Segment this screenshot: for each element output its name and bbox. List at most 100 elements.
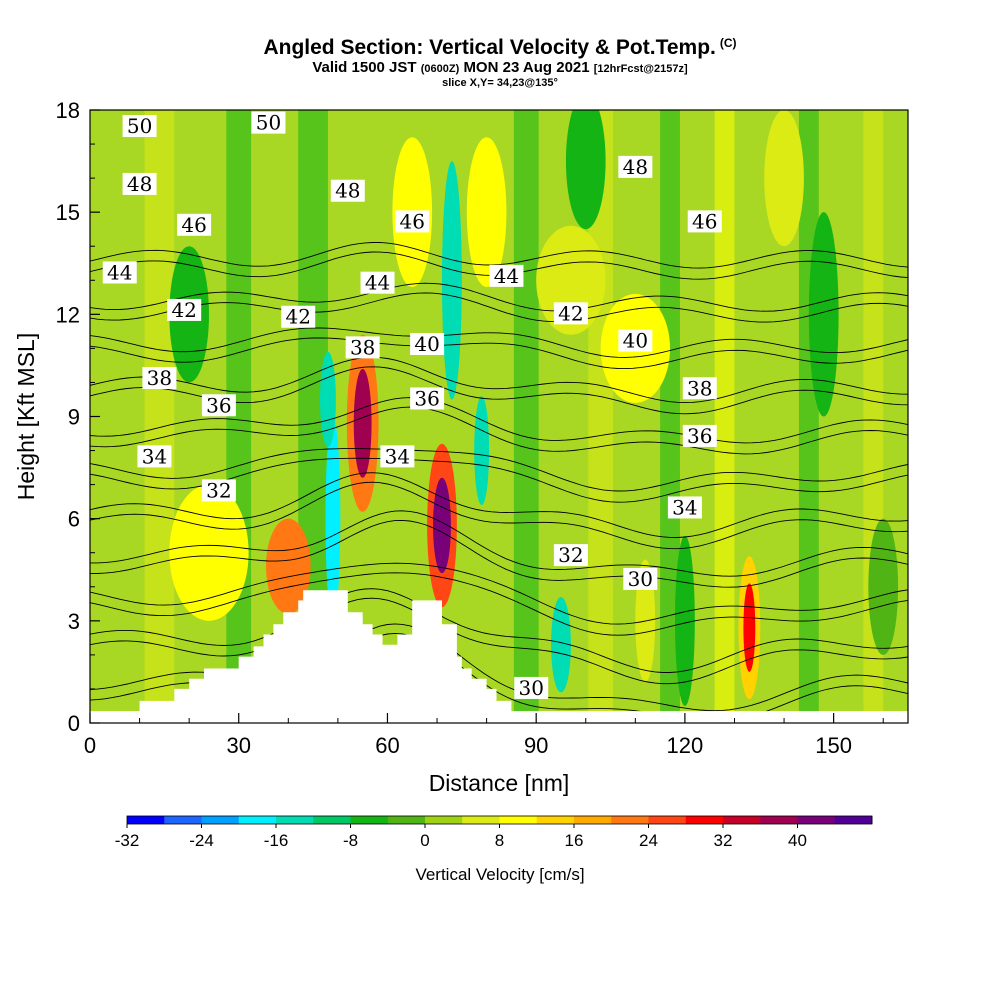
valid-prefix: Valid 1500 JST [312,59,417,76]
velocity-cell [565,110,606,230]
contour-label-text: 34 [385,444,410,468]
contour-label-text: 30 [518,676,543,700]
y-tick-label: 9 [68,405,80,430]
x-tick-label: 30 [226,733,250,758]
velocity-cell [764,110,804,247]
contour-label: 40 [618,329,653,353]
y-tick-label: 12 [56,302,80,327]
contour-label-text: 42 [285,305,310,329]
title-units-tag: (C) [719,36,737,50]
contour-label-text: 32 [558,543,583,567]
velocity-cell [441,161,462,400]
chart-subtitle: Valid 1500 JST (0600Z) MON 23 Aug 2021 [… [0,59,1000,76]
contour-label-text: 40 [623,329,648,353]
theta-contour-line [90,356,908,404]
colorbar-swatch [685,816,724,824]
contour-label: 44 [102,260,137,284]
contour-label: 40 [410,332,445,356]
theta-contour-line [90,519,908,588]
contour-label-box [618,329,653,352]
contour-label-text: 38 [350,335,375,359]
contour-label-box [687,210,722,233]
y-tick-label: 18 [56,98,80,123]
theta-contour-line [90,510,908,577]
colorbar-swatch [387,816,426,824]
contour-label-box [102,261,137,284]
theta-contour-line [90,572,908,636]
colorbar-swatch [313,816,351,824]
colorbar: -32 -24 -16 -8 0 8 16 24 32 40 Vertical Velocity [… [115,815,873,884]
contour-label-text: 30 [628,567,653,591]
colorbar-swatch [238,816,277,824]
contour-label-box [201,479,236,502]
contour-label-box [122,172,157,195]
contour-label: 32 [553,543,588,567]
x-tick-label: 0 [84,733,96,758]
contour-label: 50 [122,114,157,138]
colorbar-tick-label: 8 [495,831,504,850]
colorbar-label: Vertical Velocity [cm/s] [415,865,584,884]
colorbar-tick-label: 16 [565,831,584,850]
contour-label: 34 [380,444,415,468]
contour-label-box [142,367,177,390]
contour-label-box [667,496,702,519]
valid-date: MON 23 Aug 2021 [463,59,590,76]
colorbar-swatch [499,816,538,824]
contour-label-text: 38 [147,366,172,390]
y-tick-label: 0 [68,711,80,736]
contour-label: 38 [345,335,380,359]
theta-contour-line [90,597,908,685]
contour-label-box [167,298,202,321]
terrain-profile [90,590,908,723]
colorbar-swatch [350,816,389,824]
colorbar-tick-label: -24 [189,831,214,850]
valid-utc: (0600Z) [420,63,460,75]
contour-label-text: 44 [494,264,519,288]
contour-label-box [330,179,365,202]
contour-label-text: 36 [206,393,231,417]
colorbar-swatch [760,816,798,824]
colorbar-swatch [834,816,873,824]
colorbar-swatch [723,816,761,824]
contour-label-text: 34 [142,444,167,468]
velocity-cell [868,518,899,655]
velocity-cell [353,368,372,478]
contour-label-text: 32 [206,478,231,502]
contour-label: 30 [514,676,549,700]
contour-label-box [623,567,658,590]
contour-label: 46 [687,209,722,233]
contour-label-text: 48 [335,179,360,203]
contour-label-text: 44 [107,260,132,284]
colorbar-swatch [797,816,836,824]
colorbar-swatch [536,816,575,824]
colorbar-swatch [164,816,202,824]
contour-label: 36 [410,386,445,410]
colorbar-tick-label: 32 [714,831,733,850]
theta-contour-line [90,242,908,269]
contour-label: 42 [553,301,588,325]
contour-label-text: 34 [672,495,697,519]
theta-contour-line [90,448,908,492]
contour-label-box [489,264,524,287]
contour-label-text: 46 [400,209,425,233]
colorbar-swatch [574,816,612,824]
contour-label-text: 50 [256,111,281,135]
velocity-cell [433,477,451,574]
velocity-cell [674,535,695,706]
contour-label-box [345,336,380,359]
y-tick-label: 6 [68,507,80,532]
contour-label-box [360,271,395,294]
contour-label-box [281,305,316,328]
contour-label: 50 [251,111,286,135]
contour-label: 36 [682,424,717,448]
colorbar-tick-label: 40 [788,831,807,850]
theta-contour-line [90,327,908,358]
contour-label-box [618,155,653,178]
contour-label: 46 [177,213,212,237]
contour-label-text: 46 [692,209,717,233]
contour-label-box [137,445,172,468]
contour-label: 38 [142,366,177,390]
velocity-cell [325,416,341,621]
velocity-cell [551,596,571,693]
